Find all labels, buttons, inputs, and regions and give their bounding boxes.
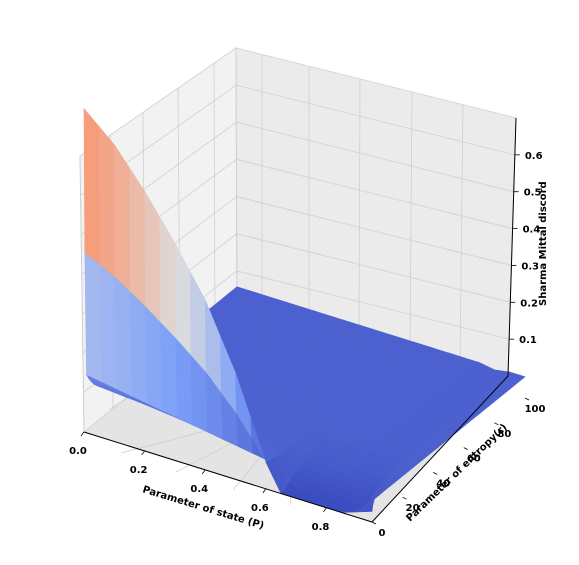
y-tick-label: 80 — [497, 429, 511, 440]
x-ticks: 0.0 0.2 0.4 0.6 0.8 — [69, 431, 330, 533]
x-axis-line — [83, 431, 373, 523]
x-tick-mark — [141, 450, 145, 456]
z-tick-label: 0.6 — [525, 151, 543, 162]
y-tick-mark — [433, 472, 438, 475]
z-tick-label: 0.2 — [520, 298, 538, 309]
y-tick-label: 20 — [406, 503, 420, 514]
y-tick-mark — [371, 521, 377, 525]
z-tick-label: 0.3 — [521, 261, 539, 272]
axis-edges — [83, 117, 517, 523]
x-tick-mark — [201, 469, 206, 475]
surface-patch — [83, 107, 101, 266]
y-tick-label: 60 — [467, 454, 481, 465]
surface-patch — [129, 166, 146, 307]
z-axis-line — [507, 117, 517, 377]
x-tick-mark — [262, 488, 267, 494]
x-tick-label: 0.2 — [130, 465, 148, 476]
surface-patch — [84, 251, 103, 383]
y-tick-mark — [524, 397, 530, 401]
z-axis-label: Sharma Mittal discord — [538, 181, 549, 306]
y-tick-mark — [494, 422, 499, 426]
x-tick-label: 0.0 — [69, 446, 87, 457]
x-tick-label: 0.4 — [190, 484, 208, 495]
y-tick-mark — [402, 496, 407, 500]
surface-patch — [145, 305, 163, 411]
z-ticks: 0.1 0.2 0.3 0.4 0.5 0.6 — [509, 151, 543, 346]
z-tick-label: 0.4 — [523, 225, 541, 236]
y-tick-label: 0 — [379, 528, 386, 539]
surface-patch — [99, 263, 118, 390]
surface-patch — [129, 290, 148, 404]
x-tick-label: 0.8 — [312, 522, 330, 533]
y-tick-label: 100 — [525, 404, 546, 415]
surface-patch — [355, 504, 374, 513]
surface — [83, 107, 526, 513]
x-tick-label: 0.6 — [251, 503, 269, 514]
surface-patch — [114, 276, 133, 397]
x-tick-mark — [323, 507, 327, 513]
surface-patch — [113, 143, 131, 293]
y-axis-line — [371, 375, 509, 523]
z-tick-label: 0.5 — [524, 188, 542, 199]
y-tick-label: 40 — [436, 478, 450, 489]
y-ticks: 0 20 40 60 80 100 — [371, 397, 546, 539]
x-tick-mark — [80, 431, 85, 437]
surface-patch — [98, 125, 116, 278]
y-tick-mark — [463, 447, 468, 450]
z-tick-label: 0.1 — [519, 335, 537, 346]
